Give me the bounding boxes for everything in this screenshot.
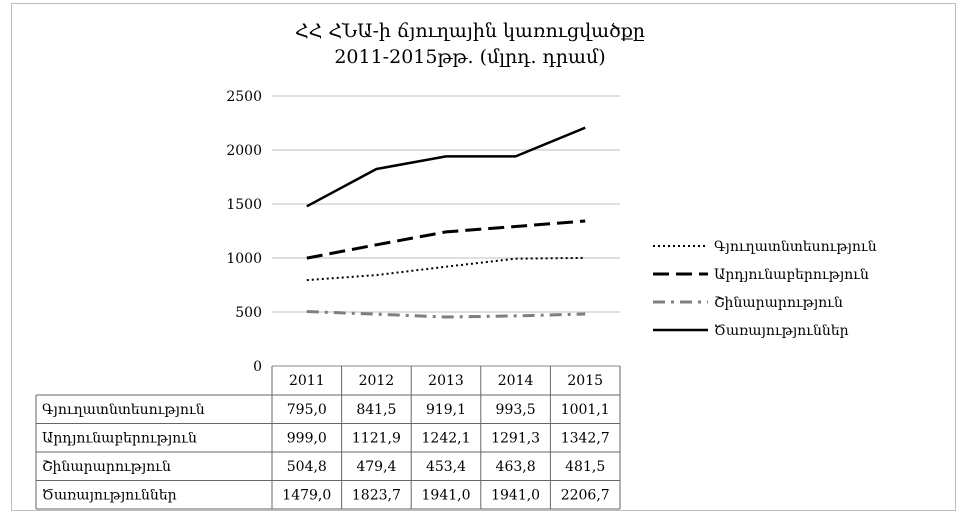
legend: Գյուղատնտեսություն Արդյունաբերություն Շինա… [653, 239, 877, 339]
table-cell-value: 453,4 [426, 459, 466, 475]
legend-entry: Շինարարություն [714, 295, 843, 311]
table-cell-value: 481,5 [565, 459, 605, 475]
series-line [306, 126, 586, 208]
y-tick-label: 500 [235, 305, 262, 321]
y-tick-label: 2500 [226, 89, 262, 105]
x-tick-label: 2015 [567, 373, 603, 389]
table-cell-value: 919,1 [426, 402, 466, 418]
table-cell-value: 2206,7 [561, 488, 610, 504]
x-tick-label: 2014 [498, 373, 534, 389]
series-line [306, 310, 586, 319]
table-cell-value: 993,5 [496, 402, 536, 418]
table-cell-value: 479,4 [356, 459, 396, 475]
x-tick-label: 2013 [428, 373, 464, 389]
table-cell-value: 841,5 [356, 402, 396, 418]
chart-title-line2: 2011-2015թթ. (մլրդ. դրամ) [334, 46, 605, 68]
y-tick-label: 0 [253, 359, 262, 375]
x-tick-label: 2012 [359, 373, 395, 389]
table-cell-value: 795,0 [287, 402, 327, 418]
table-cell-value: 504,8 [287, 459, 327, 475]
legend-entry: Արդյունաբերություն [714, 267, 869, 283]
y-tick-label: 1500 [226, 197, 262, 213]
table-cell-value: 1001,1 [561, 402, 610, 418]
y-tick-label: 1000 [226, 251, 262, 267]
table-row-name: Արդյունաբերություն [42, 431, 197, 447]
data-table: 2011 2012 2013 2014 2015 Գյուղատնտեսություն 79… [35, 365, 621, 510]
legend-entry: Ծառայություններ [714, 323, 849, 339]
chart-frame [11, 3, 956, 511]
gridlines [272, 95, 620, 313]
table-row-name: Ծառայություններ [42, 488, 177, 504]
x-tick-label: 2011 [289, 373, 325, 389]
series-line [306, 219, 586, 260]
y-axis-ticks: 0 500 1000 1500 2000 2500 [226, 89, 262, 375]
table-cell-value: 463,8 [496, 459, 536, 475]
series-line [306, 256, 586, 282]
series-lines [306, 126, 586, 319]
table-cell-value: 1121,9 [352, 431, 401, 447]
table-cell-value: 1941,0 [422, 488, 471, 504]
table-cell-value: 1342,7 [561, 431, 610, 447]
table-cell-value: 1941,0 [491, 488, 540, 504]
table-row-name: Գյուղատնտեսություն [42, 402, 205, 418]
table-cell-value: 1242,1 [422, 431, 471, 447]
table-row-name: Շինարարություն [42, 459, 171, 475]
table-cell-value: 1479,0 [282, 488, 331, 504]
table-cell-value: 999,0 [287, 431, 327, 447]
legend-entry: Գյուղատնտեսություն [714, 239, 877, 255]
table-cell-value: 1291,3 [491, 431, 540, 447]
y-tick-label: 2000 [226, 143, 262, 159]
table-cell-value: 1823,7 [352, 488, 401, 504]
chart-title-line1: ՀՀ ՀՆԱ-ի ճյուղային կառուցվածքը [295, 20, 645, 42]
